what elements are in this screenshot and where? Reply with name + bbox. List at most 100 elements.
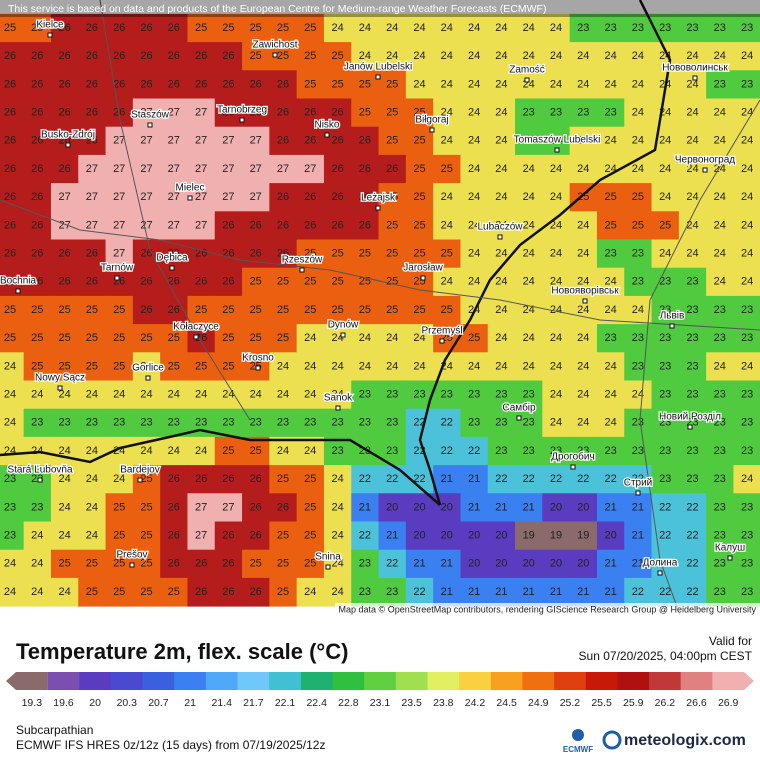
- temperature-label: 25: [441, 304, 453, 316]
- temperature-label: 25: [386, 248, 398, 260]
- temperature-cell: [651, 42, 680, 71]
- temperature-cell: [160, 352, 188, 381]
- temperature-cell: [0, 408, 25, 438]
- temperature-label: 26: [359, 135, 371, 147]
- temperature-label: 27: [113, 191, 125, 203]
- temperature-label: 24: [659, 135, 671, 147]
- temperature-cell: [733, 408, 760, 438]
- temperature-cell: [460, 239, 489, 269]
- place-marker: [375, 74, 381, 80]
- temperature-label: 23: [714, 558, 726, 570]
- temperature-label: 23: [686, 304, 698, 316]
- temperature-cell: [105, 183, 134, 212]
- temperature-label: 24: [468, 50, 480, 62]
- temperature-label: 26: [4, 78, 16, 90]
- temperature-label: 26: [168, 78, 180, 90]
- temperature-cell: [569, 324, 598, 353]
- temperature-cell: [433, 13, 461, 43]
- temperature-label: 24: [523, 219, 535, 231]
- temperature-label: 24: [686, 50, 698, 62]
- temperature-label: 21: [604, 558, 616, 570]
- temperature-label: 25: [413, 135, 425, 147]
- temperature-label: 24: [304, 445, 316, 457]
- temperature-label: 21: [386, 530, 398, 542]
- temperature-cell: [706, 267, 734, 297]
- temperature-cell: [296, 295, 325, 325]
- temperature-cell: [214, 126, 243, 156]
- place-marker: [187, 195, 193, 201]
- brand-logo: [602, 730, 622, 750]
- temperature-cell: [351, 408, 380, 438]
- temperature-cell: [187, 493, 216, 522]
- temperature-cell: [542, 295, 571, 325]
- temperature-label: 25: [441, 248, 453, 260]
- place-marker: [65, 142, 71, 148]
- temperature-label: 24: [359, 360, 371, 372]
- temperature-cell: [105, 352, 134, 381]
- temperature-cell: [706, 295, 734, 325]
- place-marker: [324, 132, 330, 138]
- place-label: Lubaczów: [477, 222, 523, 233]
- temperature-label: 24: [714, 248, 726, 260]
- temperature-label: 25: [413, 219, 425, 231]
- temperature-cell: [50, 324, 79, 353]
- temperature-label: 26: [168, 558, 180, 570]
- temperature-label: 27: [195, 501, 207, 513]
- temperature-label: 27: [304, 163, 316, 175]
- temperature-label: 24: [168, 445, 180, 457]
- place-label: Staszów: [131, 110, 170, 121]
- temperature-cell: [569, 549, 598, 579]
- temperature-cell: [733, 211, 760, 240]
- temperature-label: 23: [686, 389, 698, 401]
- temperature-label: 25: [113, 501, 125, 513]
- temperature-label: 27: [195, 135, 207, 147]
- temperature-label: 24: [741, 219, 753, 231]
- temperature-label: 25: [331, 304, 343, 316]
- temperature-cell: [78, 549, 107, 579]
- temperature-label: 25: [386, 276, 398, 288]
- temperature-cell: [323, 98, 352, 128]
- temperature-label: 23: [659, 22, 671, 34]
- temperature-label: 24: [140, 389, 152, 401]
- temperature-cell: [678, 324, 707, 353]
- temperature-cell: [0, 493, 25, 522]
- temperature-cell: [323, 42, 352, 71]
- temperature-cell: [487, 42, 516, 71]
- brand[interactable]: meteologix.com: [624, 732, 746, 749]
- temperature-cell: [378, 98, 407, 128]
- place-marker: [255, 365, 261, 371]
- temperature-label: 26: [31, 248, 43, 260]
- temperature-cell: [460, 98, 489, 128]
- temperature-label: 20: [386, 501, 398, 513]
- temperature-label: 26: [58, 276, 70, 288]
- temperature-cell: [515, 324, 543, 353]
- colorbar-tick-label: 25.9: [623, 697, 644, 709]
- temperature-cell: [323, 211, 352, 240]
- colorbar-segment: [649, 672, 682, 690]
- place-marker: [439, 338, 445, 344]
- temperature-cell: [132, 465, 161, 494]
- temperature-cell: [405, 521, 434, 551]
- temperature-label: 24: [632, 135, 644, 147]
- temperature-label: 26: [195, 586, 207, 598]
- place-label: Mielec: [176, 183, 205, 194]
- temperature-label: 24: [468, 22, 480, 34]
- temperature-label: 24: [58, 586, 70, 598]
- temperature-cell: [323, 380, 352, 410]
- temperature-label: 24: [523, 304, 535, 316]
- temperature-cell: [0, 42, 25, 71]
- temperature-label: 24: [686, 191, 698, 203]
- ecmwf: ECMWF: [563, 745, 593, 754]
- temperature-label: 24: [31, 445, 43, 457]
- temperature-label: 26: [86, 78, 98, 90]
- temperature-label: 23: [686, 22, 698, 34]
- temperature-label: 21: [577, 586, 589, 598]
- temperature-cell: [678, 154, 707, 184]
- temperature-cell: [50, 42, 79, 71]
- temperature-label: 24: [331, 586, 343, 598]
- colorbar-tick-label: 21.7: [243, 697, 264, 709]
- colorbar-tick-label: 26.9: [718, 697, 739, 709]
- colorbar-tick-label: 20.7: [148, 697, 169, 709]
- place-label: Janów Lubelski: [344, 62, 412, 73]
- temperature-label: 19: [523, 530, 535, 542]
